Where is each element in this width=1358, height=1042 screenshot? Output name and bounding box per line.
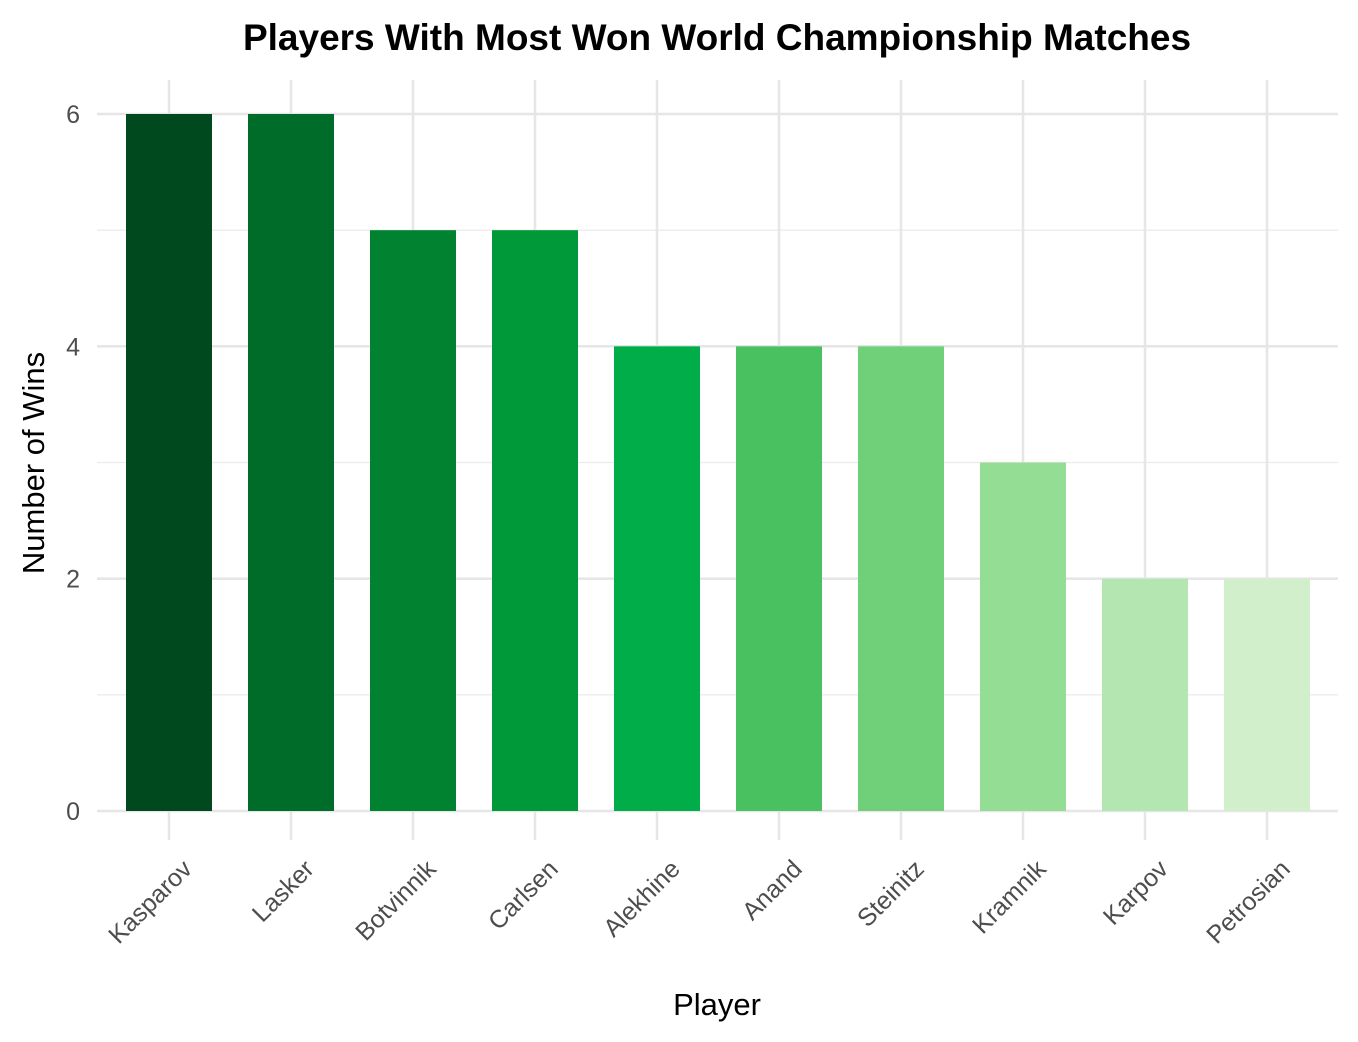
x-tick-label: Botvinnik	[350, 855, 442, 947]
y-tick-label: 6	[66, 101, 80, 129]
x-tick-label: Anand	[737, 855, 808, 926]
y-axis-ticks: 0 2 4 6	[66, 101, 80, 826]
y-tick-label: 4	[66, 333, 80, 361]
x-tick-label: Lasker	[247, 855, 320, 928]
bars	[126, 114, 1310, 811]
chart-title: Players With Most Won World Championship…	[243, 17, 1191, 58]
x-tick-label: Carlsen	[483, 855, 564, 936]
bar-lasker	[248, 114, 334, 811]
bar-alekhine	[614, 346, 700, 811]
x-tick-label: Petrosian	[1201, 855, 1295, 949]
x-tick-label: Kramnik	[967, 855, 1052, 940]
bar-petrosian	[1224, 578, 1310, 811]
y-axis-title: Number of Wins	[16, 352, 51, 574]
bar-botvinnik	[370, 230, 456, 811]
bar-kramnik	[980, 462, 1066, 811]
y-tick-label: 2	[66, 566, 80, 594]
x-tick-label: Karpov	[1098, 855, 1174, 931]
bar-steinitz	[858, 346, 944, 811]
y-tick-label: 0	[66, 798, 80, 826]
bar-kasparov	[126, 114, 212, 811]
x-axis-title: Player	[673, 987, 761, 1022]
bar-anand	[736, 346, 822, 811]
x-tick-label: Alekhine	[598, 855, 686, 943]
x-axis-ticks: Kasparov Lasker Botvinnik Carlsen Alekhine An…	[103, 855, 1295, 950]
bar-karpov	[1102, 578, 1188, 811]
bar-carlsen	[492, 230, 578, 811]
x-tick-label: Steinitz	[852, 855, 930, 933]
x-tick-label: Kasparov	[103, 855, 198, 950]
